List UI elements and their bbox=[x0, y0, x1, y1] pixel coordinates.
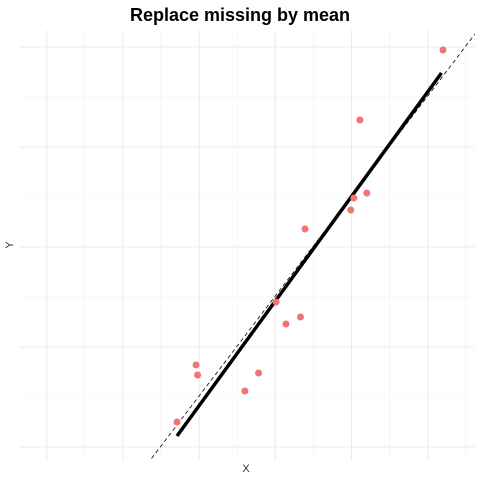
point bbox=[173, 418, 181, 426]
point bbox=[350, 194, 358, 202]
y-axis-label: Y bbox=[4, 241, 16, 249]
point bbox=[301, 225, 309, 233]
point bbox=[255, 369, 263, 377]
point bbox=[272, 298, 280, 306]
point bbox=[347, 206, 355, 214]
point bbox=[296, 313, 304, 321]
point bbox=[356, 116, 364, 124]
point bbox=[192, 361, 200, 369]
point bbox=[194, 371, 202, 379]
point bbox=[282, 320, 290, 328]
chart-title: Replace missing by mean bbox=[130, 5, 350, 25]
point bbox=[241, 387, 249, 395]
reference-line bbox=[149, 33, 475, 460]
point bbox=[439, 46, 447, 54]
point bbox=[363, 189, 371, 197]
fit-line bbox=[175, 71, 443, 438]
x-axis-label: X bbox=[242, 463, 250, 475]
